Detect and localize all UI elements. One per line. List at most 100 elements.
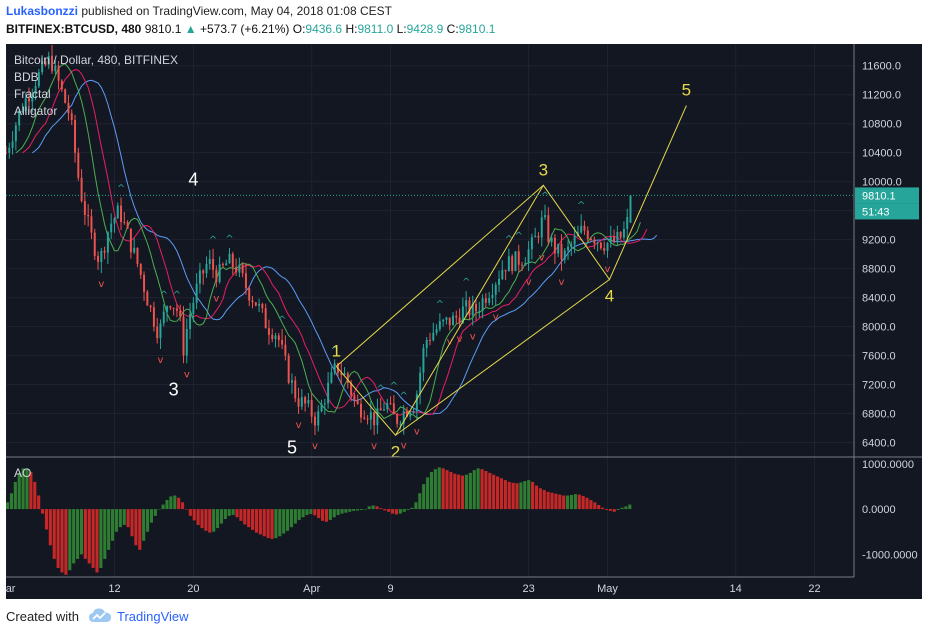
time-tick-label: 23 — [522, 583, 534, 595]
ao-bar — [313, 509, 317, 516]
ao-bar — [208, 509, 212, 533]
candle-body — [366, 418, 369, 420]
candle-body — [435, 329, 438, 333]
ao-tick-label: 1000.0000 — [862, 459, 914, 471]
fractal-down-icon: v — [98, 279, 104, 290]
candle-body — [573, 236, 576, 245]
ao-bar — [387, 509, 391, 512]
candle-body — [553, 237, 556, 254]
wave-channel-line — [335, 184, 544, 367]
candle-body — [317, 411, 320, 426]
candle-body — [116, 205, 119, 219]
tradingview-link[interactable]: TradingView — [117, 609, 189, 624]
ao-bar — [247, 509, 251, 528]
ao-bar — [394, 509, 399, 515]
chart-area[interactable]: ^v^v^^v^v^^vv^v^^^vv^vv^vv^^vv^v^v 12345… — [0, 31, 922, 599]
fractal-up-icon: ^ — [577, 200, 585, 211]
ao-bar — [507, 481, 511, 510]
price-tick-label: 8800.0 — [862, 264, 896, 276]
ao-bar — [511, 482, 515, 510]
last-price-tag — [855, 187, 919, 204]
ao-bar — [616, 509, 620, 510]
candle-body — [389, 403, 392, 405]
ao-bar — [181, 502, 185, 510]
ao-bar — [161, 504, 165, 510]
close-value: 9810.1 — [458, 22, 496, 36]
candle-body — [412, 411, 415, 413]
candle-body — [28, 98, 30, 102]
candle-body — [294, 380, 297, 399]
ao-bar — [453, 473, 457, 510]
indicator-fractal[interactable]: Fractal — [14, 87, 51, 101]
candle-body — [74, 119, 77, 153]
alligator-line — [22, 69, 648, 416]
fractal-up-icon: ^ — [117, 183, 125, 194]
candle-body — [31, 93, 34, 102]
ao-bar — [223, 509, 227, 520]
ao-bar — [41, 509, 45, 514]
fractal-up-icon: ^ — [209, 235, 217, 246]
ao-bar — [216, 509, 220, 529]
candle-body — [511, 256, 514, 272]
candle-body — [231, 253, 234, 268]
ao-bar — [406, 509, 410, 510]
indicator-alligator[interactable]: Alligator — [14, 104, 57, 118]
candle-body — [126, 222, 129, 229]
ao-bar — [620, 507, 624, 510]
ao-bar — [286, 509, 290, 531]
high-label: H: — [345, 22, 358, 36]
ao-bar — [472, 470, 476, 510]
candle-body — [307, 399, 310, 404]
ao-bar — [91, 509, 95, 568]
candle-body — [409, 412, 412, 417]
candle-body — [83, 201, 86, 215]
candle-body — [392, 403, 395, 415]
ao-bar — [146, 509, 150, 532]
ao-bar — [184, 509, 189, 510]
alligator-line — [15, 63, 641, 420]
ao-label[interactable]: AO — [14, 466, 31, 480]
ao-bar — [13, 481, 17, 510]
ao-bar — [542, 490, 546, 510]
candle-body — [580, 225, 583, 233]
candle-body — [51, 55, 54, 72]
time-tick-label: 22 — [808, 583, 820, 595]
candle-body — [172, 307, 175, 309]
candle-body — [21, 110, 24, 112]
candle-body — [373, 412, 376, 426]
fractal-down-icon: v — [158, 355, 164, 366]
ao-bar — [251, 509, 255, 530]
candle-body — [139, 263, 142, 275]
candle-body — [238, 264, 241, 273]
fractal-down-icon: v — [414, 427, 420, 438]
candle-body — [514, 251, 517, 272]
wave-label: 1 — [332, 341, 341, 360]
candle-body — [609, 236, 612, 244]
ao-bar — [585, 497, 589, 510]
candle-body — [179, 310, 182, 317]
candle-body — [70, 113, 73, 120]
ao-bar — [254, 509, 259, 533]
indicator-bdb[interactable]: BDB — [14, 70, 39, 84]
candle-body — [110, 223, 113, 233]
ao-bar — [289, 509, 294, 528]
candle-body — [228, 253, 231, 264]
candle-body — [452, 315, 454, 326]
ao-bar — [282, 509, 286, 534]
ao-tick-label: 0.0000 — [862, 504, 896, 516]
fractal-down-icon: v — [493, 312, 499, 323]
candle-body — [330, 372, 333, 383]
ao-bar — [305, 509, 309, 515]
created-with-text: Created with — [6, 609, 79, 624]
ao-bar — [534, 485, 539, 510]
countdown-tag — [855, 203, 919, 220]
ao-bar — [64, 509, 68, 575]
price-tick-label: 6800.0 — [862, 409, 896, 421]
chart-svg[interactable]: ^v^v^^v^v^^vv^v^^^vv^vv^vv^^vv^v^v 12345… — [0, 31, 922, 599]
candle-body — [18, 111, 21, 126]
candle-body — [5, 152, 7, 154]
author-link[interactable]: Lukasbonzzi — [6, 4, 79, 18]
candle-body — [524, 263, 527, 266]
ao-bar — [418, 493, 422, 510]
ao-bar — [309, 509, 313, 515]
